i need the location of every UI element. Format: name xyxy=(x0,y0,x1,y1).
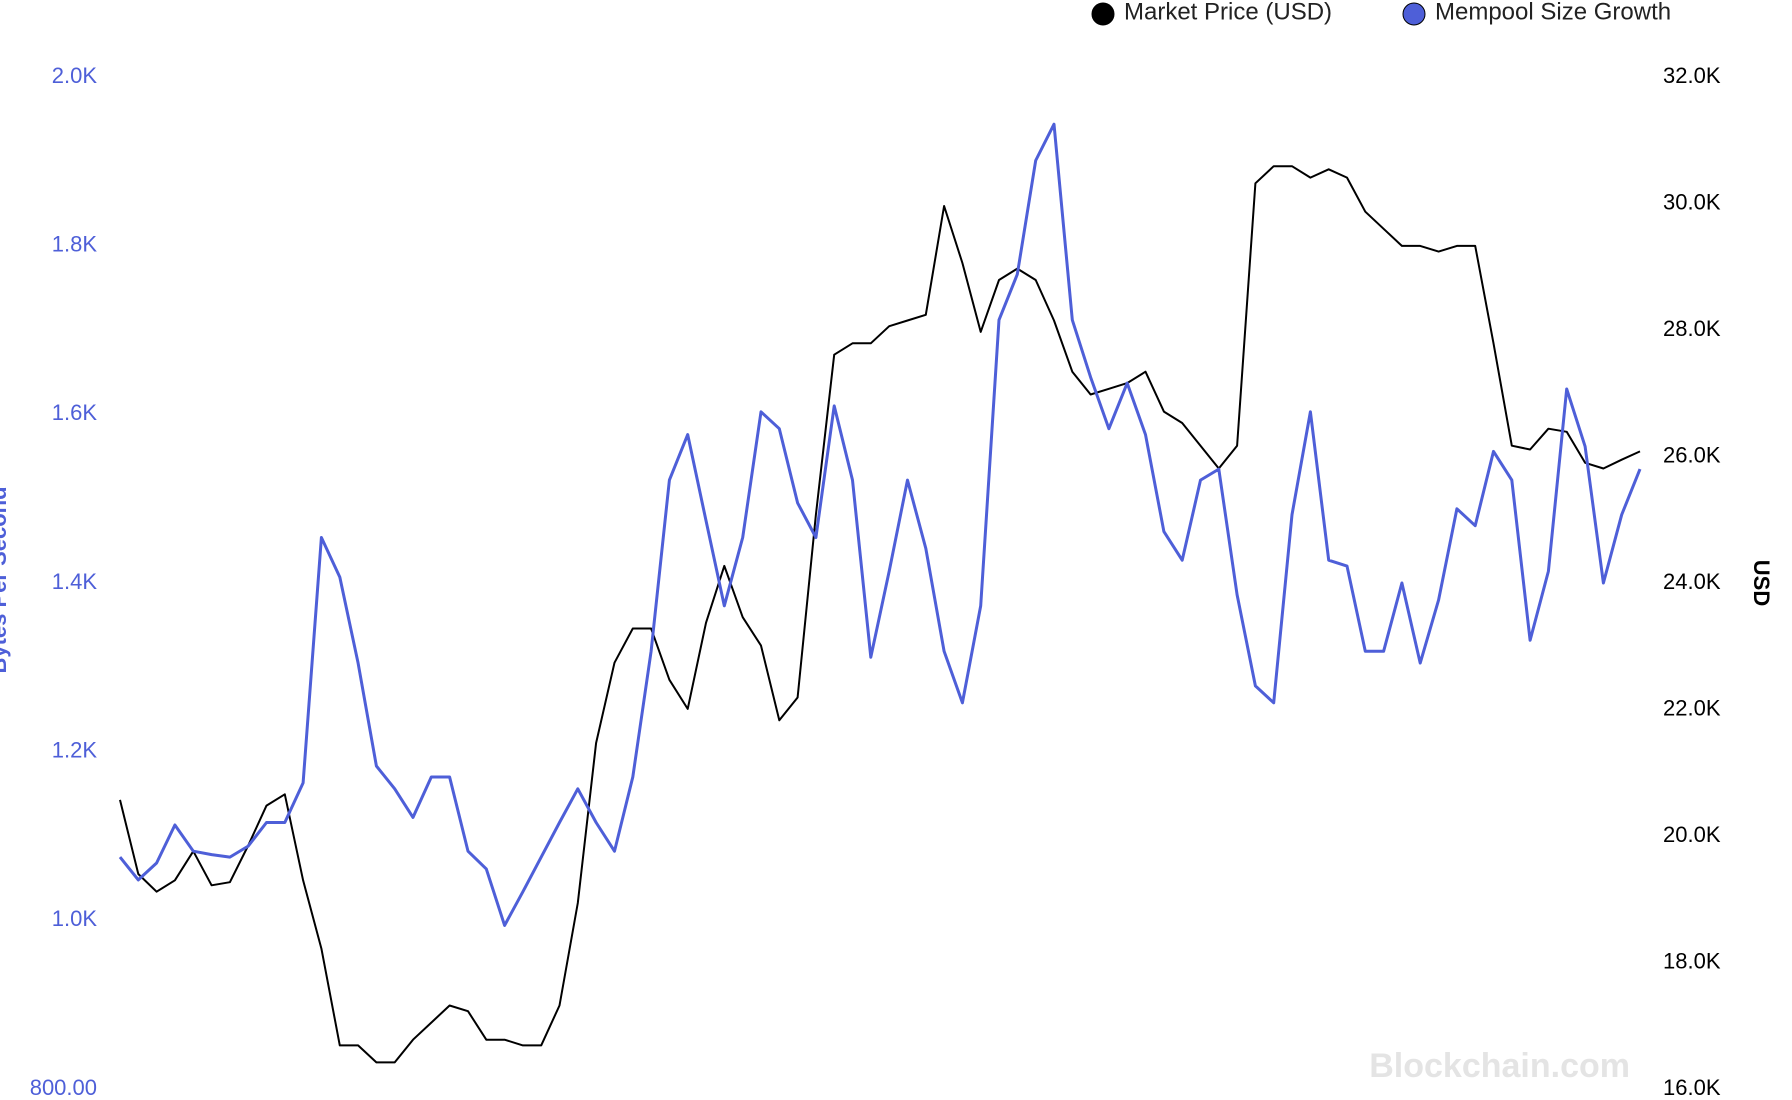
y-tick-label: 1.2K xyxy=(52,737,98,762)
legend-label: Market Price (USD) xyxy=(1124,0,1332,25)
y2-tick-label: 32.0K xyxy=(1663,63,1721,88)
y-tick-label: 2.0K xyxy=(52,63,98,88)
y2-tick-label: 22.0K xyxy=(1663,695,1721,720)
y2-tick-label: 16.0K xyxy=(1663,1075,1721,1100)
y2-tick-label: 18.0K xyxy=(1663,948,1721,973)
y-tick-label: 1.6K xyxy=(52,400,98,425)
legend-marker xyxy=(1402,2,1426,26)
y-tick-label: 1.0K xyxy=(52,906,98,931)
watermark: Blockchain.com xyxy=(1369,1047,1630,1085)
y-axis-title: Bytes Per Second xyxy=(0,486,11,673)
y2-tick-label: 26.0K xyxy=(1663,442,1721,467)
y2-tick-label: 20.0K xyxy=(1663,822,1721,847)
legend-marker xyxy=(1091,2,1115,26)
y2-tick-label: 30.0K xyxy=(1663,189,1721,214)
y2-tick-label: 28.0K xyxy=(1663,316,1721,341)
y2-axis-title: USD xyxy=(1749,560,1774,606)
series-line xyxy=(118,122,1642,927)
y-tick-label: 1.8K xyxy=(52,231,98,256)
y-tick-label: 800.00 xyxy=(30,1075,97,1100)
legend-label: Mempool Size Growth xyxy=(1435,0,1671,25)
y-tick-label: 1.4K xyxy=(52,569,98,594)
y2-tick-label: 24.0K xyxy=(1663,569,1721,594)
series-line xyxy=(119,165,1641,1064)
